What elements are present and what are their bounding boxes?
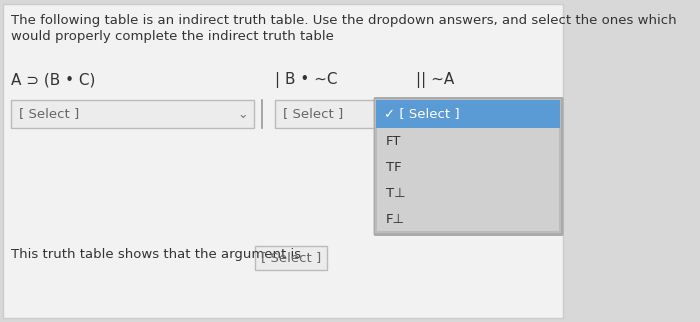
FancyBboxPatch shape [275,100,408,128]
Text: T⊥: T⊥ [386,186,405,200]
Text: | B • ~C: | B • ~C [275,72,337,88]
Text: [ Select ]: [ Select ] [283,108,343,120]
FancyBboxPatch shape [11,100,254,128]
FancyBboxPatch shape [374,97,564,236]
Text: The following table is an indirect truth table. Use the dropdown answers, and se: The following table is an indirect truth… [11,14,677,27]
Text: A ⊃ (B • C): A ⊃ (B • C) [11,72,96,87]
Text: This truth table shows that the argument is: This truth table shows that the argument… [11,248,302,261]
Text: [ Select ]: [ Select ] [20,108,80,120]
Text: [ Select ]: [ Select ] [261,251,321,264]
Text: ⌄: ⌄ [392,108,402,120]
Text: || ~A: || ~A [416,72,455,88]
Text: ⌄: ⌄ [237,108,248,120]
FancyBboxPatch shape [4,4,563,318]
Text: TF: TF [386,160,401,174]
FancyBboxPatch shape [376,100,561,128]
FancyBboxPatch shape [376,100,561,232]
FancyBboxPatch shape [255,246,328,270]
Text: ✓ [ Select ]: ✓ [ Select ] [384,108,460,120]
Text: would properly complete the indirect truth table: would properly complete the indirect tru… [11,30,334,43]
Text: F⊥: F⊥ [386,213,405,225]
Text: FT: FT [386,135,401,147]
